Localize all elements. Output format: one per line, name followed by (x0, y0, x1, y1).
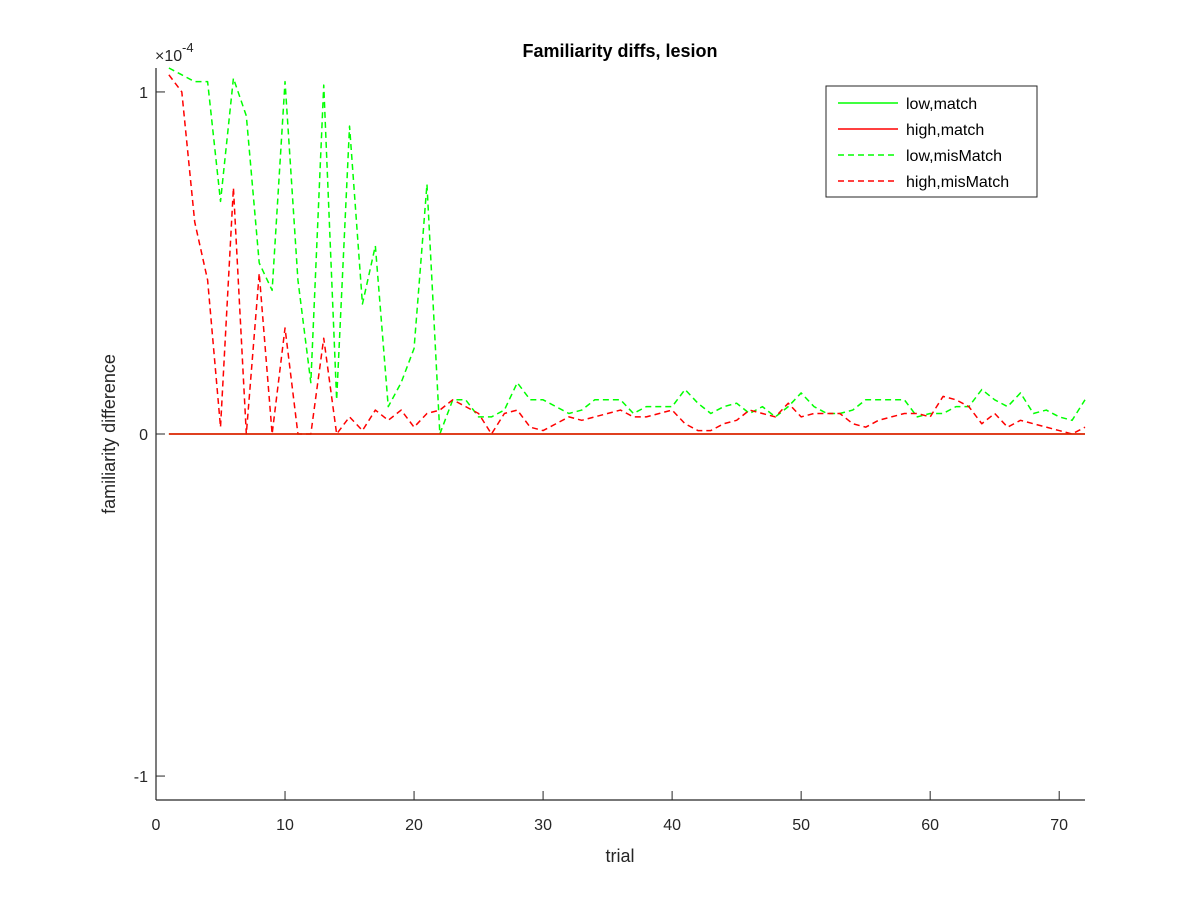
x-tick-label: 50 (792, 817, 810, 834)
y-tick-label: 0 (139, 427, 148, 444)
series-layer (168, 67, 1086, 435)
legend-label: high,misMatch (906, 174, 1009, 191)
y-axis-title: familiarity difference (99, 354, 119, 514)
x-tick-label: 70 (1050, 817, 1068, 834)
chart-title: Familiarity diffs, lesion (522, 41, 717, 61)
ticks-layer: 0 10 20 30 40 50 60 70 -1 0 1 (134, 85, 1068, 834)
legend-entries: low,match high,match low,misMatch high,misM… (838, 96, 1009, 191)
x-tick-label: 30 (534, 817, 552, 834)
x-tick-label: 40 (663, 817, 681, 834)
exponent-power: -4 (182, 40, 194, 55)
series-line-high-mismatch (168, 74, 1086, 435)
exponent-label: ×10 -4 (155, 40, 194, 65)
y-tick-label: -1 (134, 769, 148, 786)
x-tick-label: 0 (152, 817, 161, 834)
y-tick-label: 1 (139, 85, 148, 102)
series-line-low-mismatch (168, 67, 1086, 435)
exponent-base: ×10 (155, 48, 182, 65)
x-tick-label: 60 (921, 817, 939, 834)
legend-label: low,misMatch (906, 148, 1002, 165)
legend: low,match high,match low,misMatch high,misM… (825, 85, 1038, 198)
x-axis-title: trial (605, 846, 634, 866)
legend-box (825, 85, 1038, 198)
legend-label: low,match (906, 96, 977, 113)
legend-label: high,match (906, 122, 984, 139)
x-tick-label: 20 (405, 817, 423, 834)
x-tick-label: 10 (276, 817, 294, 834)
